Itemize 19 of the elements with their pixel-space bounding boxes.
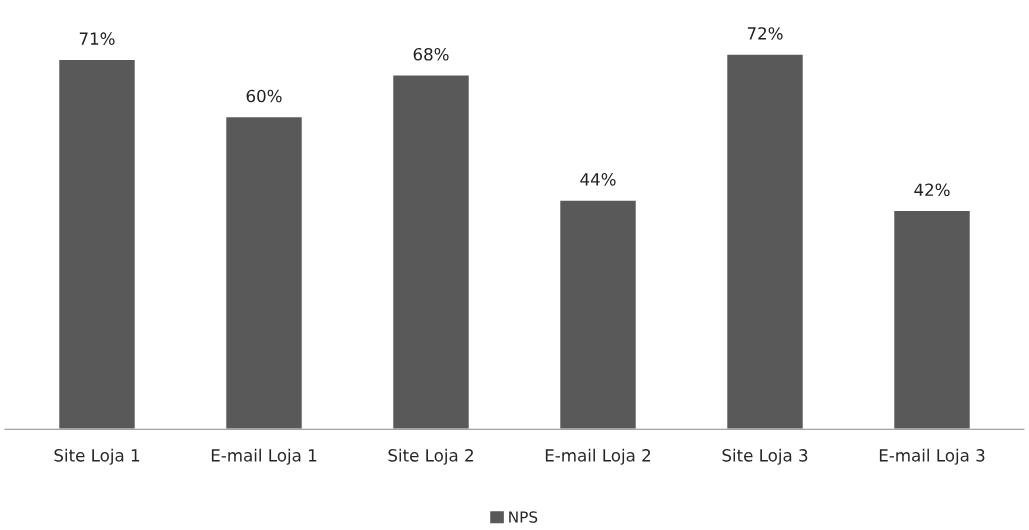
bar — [725, 53, 805, 430]
x-tick-label: Site Loja 2 — [388, 448, 473, 465]
data-label: 44% — [580, 173, 616, 186]
data-label: 72% — [747, 27, 783, 40]
data-label: 71% — [79, 32, 115, 45]
bar — [558, 199, 638, 430]
x-tick-label: E-mail Loja 2 — [545, 448, 651, 465]
data-label: 68% — [413, 47, 449, 61]
x-tick-label: E-mail Loja 3 — [879, 448, 985, 465]
x-tick-label: Site Loja 3 — [722, 448, 808, 465]
data-label: 42% — [914, 183, 950, 197]
legend-label: NPS — [509, 511, 538, 523]
x-tick-label: Site Loja 1 — [54, 448, 140, 465]
bar — [391, 74, 471, 430]
bar — [892, 209, 972, 430]
bar — [224, 115, 304, 430]
x-tick-label: E-mail Loja 1 — [211, 448, 317, 465]
data-label: 60% — [246, 89, 282, 103]
bar — [57, 58, 137, 430]
